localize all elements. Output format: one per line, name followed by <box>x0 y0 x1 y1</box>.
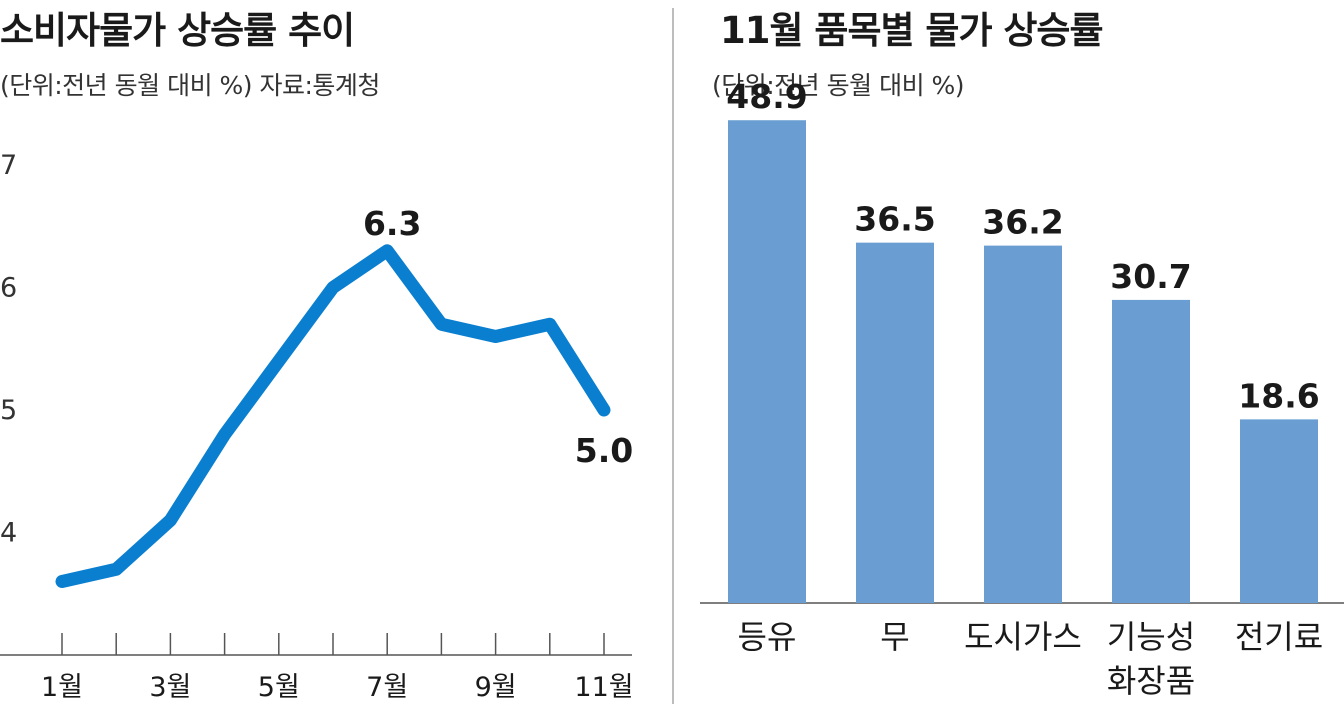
series-line <box>55 244 611 588</box>
category-label: 도시가스 <box>964 618 1082 656</box>
bar <box>1240 419 1318 603</box>
data-label: 5.0 <box>575 431 633 470</box>
x-tick-label: 9월 <box>475 672 517 703</box>
panel-divider <box>672 8 674 704</box>
bar <box>728 120 806 603</box>
category-label: 화장품 <box>1107 662 1195 700</box>
category-label: 무 <box>880 618 909 656</box>
y-tick-label: 6 <box>0 273 17 304</box>
bar <box>1112 299 1190 603</box>
y-tick-label: 5 <box>0 395 17 426</box>
data-label: 30.7 <box>1110 257 1191 296</box>
bar-chart-subtitle: (단위:전년 동월 대비 %) <box>712 71 965 100</box>
line-chart: 4 5 6 7 1월 3월 5월 7월 9월 11월 6.3 5.0 <box>0 150 634 703</box>
line-chart-subtitle: (단위:전년 동월 대비 %) 자료:통계청 <box>0 71 380 100</box>
data-label: 48.9 <box>726 77 807 116</box>
line-chart-title: 소비자물가 상승률 추이 <box>0 9 355 52</box>
category-label: 기능성 <box>1107 618 1195 656</box>
category-label: 전기료 <box>1235 618 1323 656</box>
bar-chart-title: 11월 품목별 물가 상승률 <box>720 9 1103 52</box>
x-tick-label: 3월 <box>149 672 191 703</box>
data-label: 18.6 <box>1238 376 1319 415</box>
line-chart-panel: 소비자물가 상승률 추이 (단위:전년 동월 대비 %) 자료:통계청 4 5 6 7… <box>0 9 634 703</box>
bar-chart-panel: 11월 품목별 물가 상승률 (단위:전년 동월 대비 %) 48.9 등유 36.… <box>700 0 1344 704</box>
data-label: 36.2 <box>982 203 1063 242</box>
x-tick-label: 1월 <box>41 672 83 703</box>
bar <box>984 245 1062 603</box>
x-tick-label: 7월 <box>366 672 408 703</box>
y-tick-label: 7 <box>0 150 17 181</box>
x-tick-label: 5월 <box>258 672 300 703</box>
data-label: 6.3 <box>363 204 421 243</box>
category-label: 등유 <box>738 618 797 656</box>
bar <box>856 242 934 604</box>
y-tick-label: 4 <box>0 518 17 549</box>
x-tick-label: 11월 <box>574 672 633 703</box>
data-label: 36.5 <box>854 200 935 239</box>
